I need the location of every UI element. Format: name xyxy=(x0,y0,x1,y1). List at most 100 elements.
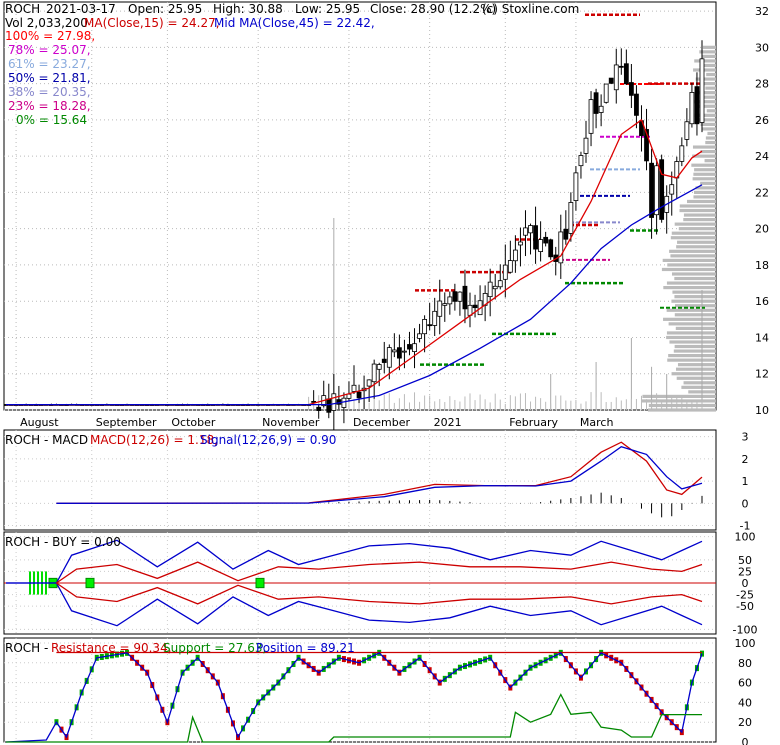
candle-body xyxy=(578,155,584,167)
candle-body xyxy=(346,393,352,399)
fib-50-label: 50% = 21.81, xyxy=(8,71,91,85)
volume-profile-bar xyxy=(666,281,716,285)
price-y-tick: 14 xyxy=(755,331,769,344)
volume-profile-bar xyxy=(700,150,716,154)
candle-body xyxy=(386,347,392,368)
candle-body xyxy=(659,159,665,220)
candle-body xyxy=(407,344,412,350)
source-label: (c) Stoxline.com xyxy=(482,2,579,16)
candle-body xyxy=(598,105,604,113)
candle-body xyxy=(492,285,498,290)
volume-profile-bar xyxy=(687,199,716,204)
fib-38-label: 38% = 20.35, xyxy=(8,85,91,99)
volume-profile-bar xyxy=(683,218,716,222)
volume-profile-bar xyxy=(663,286,716,290)
panel-y-tick: 100 xyxy=(735,531,756,544)
panel-y-tick: 0 xyxy=(742,577,749,590)
candle-body xyxy=(331,393,337,411)
candle-body xyxy=(467,304,473,316)
volume-profile-bar xyxy=(697,104,716,108)
volume-profile-bar xyxy=(667,263,716,267)
panel-y-tick: -50 xyxy=(736,600,754,613)
candle-body xyxy=(613,64,619,91)
candle-body xyxy=(432,310,438,326)
volume-profile-bar xyxy=(677,363,716,367)
candle-body xyxy=(583,137,589,154)
price-y-tick: 18 xyxy=(755,259,769,272)
candle-body xyxy=(437,300,443,317)
candle-body xyxy=(628,82,634,96)
candle-body xyxy=(654,165,660,216)
candle-body xyxy=(326,398,332,413)
volume-profile-bar xyxy=(674,313,716,317)
candle-body xyxy=(381,358,387,363)
date-label: 2021-03-17 xyxy=(46,2,116,16)
volume-profile-bar xyxy=(702,45,716,49)
volume-profile-bar xyxy=(695,186,716,190)
candle-body xyxy=(507,260,513,273)
volume-profile-bar xyxy=(701,54,716,58)
candle-body xyxy=(699,58,705,123)
volume-profile-bar xyxy=(693,68,716,72)
volume-profile-bar xyxy=(642,394,716,398)
candle-body xyxy=(538,239,544,252)
volume-profile-bar xyxy=(705,86,716,90)
volume-profile-bar xyxy=(671,272,716,276)
panel-y-tick: 0 xyxy=(742,497,749,510)
panel-y-tick: 1 xyxy=(742,475,749,488)
volume-profile-bar xyxy=(675,326,716,330)
volume-profile-bar xyxy=(693,100,716,104)
macd-panel xyxy=(3,429,717,531)
price-y-tick: 12 xyxy=(755,368,769,381)
signal-value: Signal(12,26,9) = 0.90 xyxy=(200,433,336,447)
volume-profile-bar xyxy=(695,77,716,81)
volume-profile-bar xyxy=(648,403,716,408)
candle-body xyxy=(462,285,468,310)
series-line xyxy=(56,445,703,504)
panel-y-tick: 80 xyxy=(738,657,752,670)
panel-y-tick: 50 xyxy=(738,554,752,567)
volume-profile-bar xyxy=(678,227,716,231)
price-y-tick: 30 xyxy=(755,41,769,54)
volume-profile-bar xyxy=(674,276,716,281)
price-y-tick: 32 xyxy=(755,5,769,18)
candle-body xyxy=(452,291,458,302)
panel-y-tick: 60 xyxy=(738,677,752,690)
volume-profile-bar xyxy=(670,254,716,258)
volume-profile-bar xyxy=(661,267,716,272)
price-y-tick: 16 xyxy=(755,295,769,308)
candle-body xyxy=(518,241,523,246)
volume-profile-bar xyxy=(705,140,716,145)
volume-profile-bar xyxy=(677,240,716,244)
candle-body xyxy=(396,347,402,359)
candle-body xyxy=(523,227,528,236)
panel-y-tick: -25 xyxy=(736,589,754,602)
price-x-tick: September xyxy=(96,416,157,429)
price-series xyxy=(3,13,705,430)
candle-body xyxy=(402,350,407,353)
series-line xyxy=(56,582,703,605)
volume-profile-bar xyxy=(641,399,716,403)
candle-body xyxy=(669,184,675,195)
volume-profile-bar xyxy=(671,372,716,376)
volume-profile-bar xyxy=(662,258,716,262)
ma15-line xyxy=(6,118,703,406)
panel-y-tick: -1 xyxy=(740,520,751,533)
candle-body xyxy=(442,303,448,306)
price-x-tick: 2021 xyxy=(434,416,462,429)
price-y-tick: 10 xyxy=(755,404,769,417)
candle-body xyxy=(351,384,357,392)
candle-body xyxy=(341,397,347,408)
volume-profile-bar xyxy=(668,322,716,326)
candle-body xyxy=(694,86,700,125)
panel-y-tick: 2 xyxy=(742,453,749,466)
res-title: ROCH - xyxy=(5,641,48,655)
resistance-value: Resistance = 90.34, xyxy=(51,641,172,655)
high-label: High: 30.88 xyxy=(213,2,283,16)
price-x-tick: November xyxy=(262,416,320,429)
volume-profile-bar xyxy=(704,159,716,163)
volume-profile-bar xyxy=(671,299,716,303)
volume-profile-bar xyxy=(692,154,716,158)
candle-body xyxy=(603,83,609,103)
